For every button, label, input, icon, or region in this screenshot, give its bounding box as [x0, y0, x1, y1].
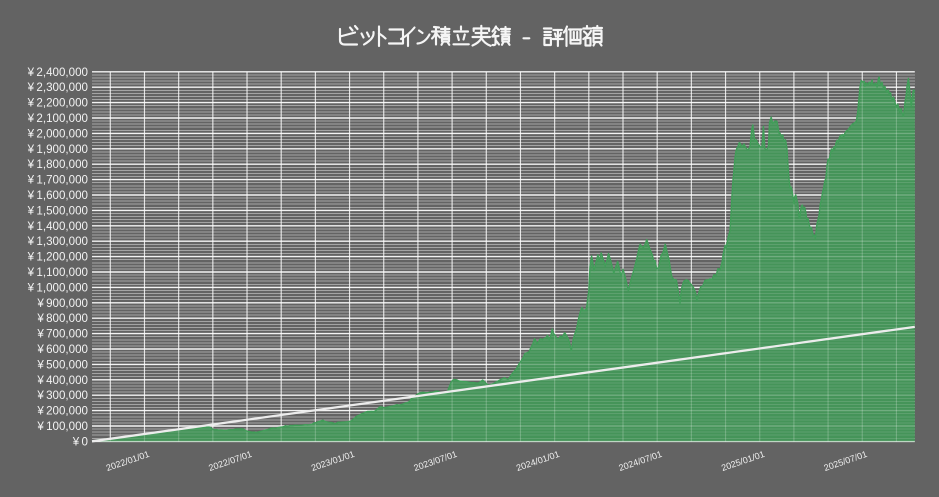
svg-text:¥ 2,300,000: ¥ 2,300,000 — [27, 81, 88, 94]
svg-text:¥ 1,400,000: ¥ 1,400,000 — [27, 220, 88, 233]
svg-text:¥ 800,000: ¥ 800,000 — [36, 312, 88, 325]
svg-text:¥ 2,400,000: ¥ 2,400,000 — [27, 66, 88, 79]
svg-text:¥ 2,200,000: ¥ 2,200,000 — [27, 97, 88, 110]
svg-text:¥ 0: ¥ 0 — [72, 435, 88, 448]
svg-text:¥ 2,100,000: ¥ 2,100,000 — [27, 112, 88, 125]
svg-text:¥ 900,000: ¥ 900,000 — [36, 297, 88, 310]
svg-text:¥ 1,600,000: ¥ 1,600,000 — [27, 189, 88, 202]
svg-text:¥ 1,300,000: ¥ 1,300,000 — [27, 235, 88, 248]
svg-text:¥ 400,000: ¥ 400,000 — [36, 374, 88, 387]
svg-text:¥ 1,100,000: ¥ 1,100,000 — [27, 266, 88, 279]
svg-text:¥ 600,000: ¥ 600,000 — [36, 343, 88, 356]
svg-text:¥ 500,000: ¥ 500,000 — [36, 358, 88, 371]
svg-text:¥ 100,000: ¥ 100,000 — [36, 420, 88, 433]
svg-text:¥ 1,700,000: ¥ 1,700,000 — [27, 174, 88, 187]
svg-text:¥ 1,500,000: ¥ 1,500,000 — [27, 204, 88, 217]
svg-text:¥ 1,900,000: ¥ 1,900,000 — [27, 143, 88, 156]
svg-text:¥ 2,000,000: ¥ 2,000,000 — [27, 127, 88, 140]
svg-text:¥ 700,000: ¥ 700,000 — [36, 328, 88, 341]
svg-text:¥ 1,800,000: ¥ 1,800,000 — [27, 158, 88, 171]
svg-text:¥ 1,000,000: ¥ 1,000,000 — [27, 281, 88, 294]
svg-text:¥ 1,200,000: ¥ 1,200,000 — [27, 251, 88, 264]
svg-text:¥ 300,000: ¥ 300,000 — [36, 389, 88, 402]
svg-text:¥ 200,000: ¥ 200,000 — [36, 405, 88, 418]
